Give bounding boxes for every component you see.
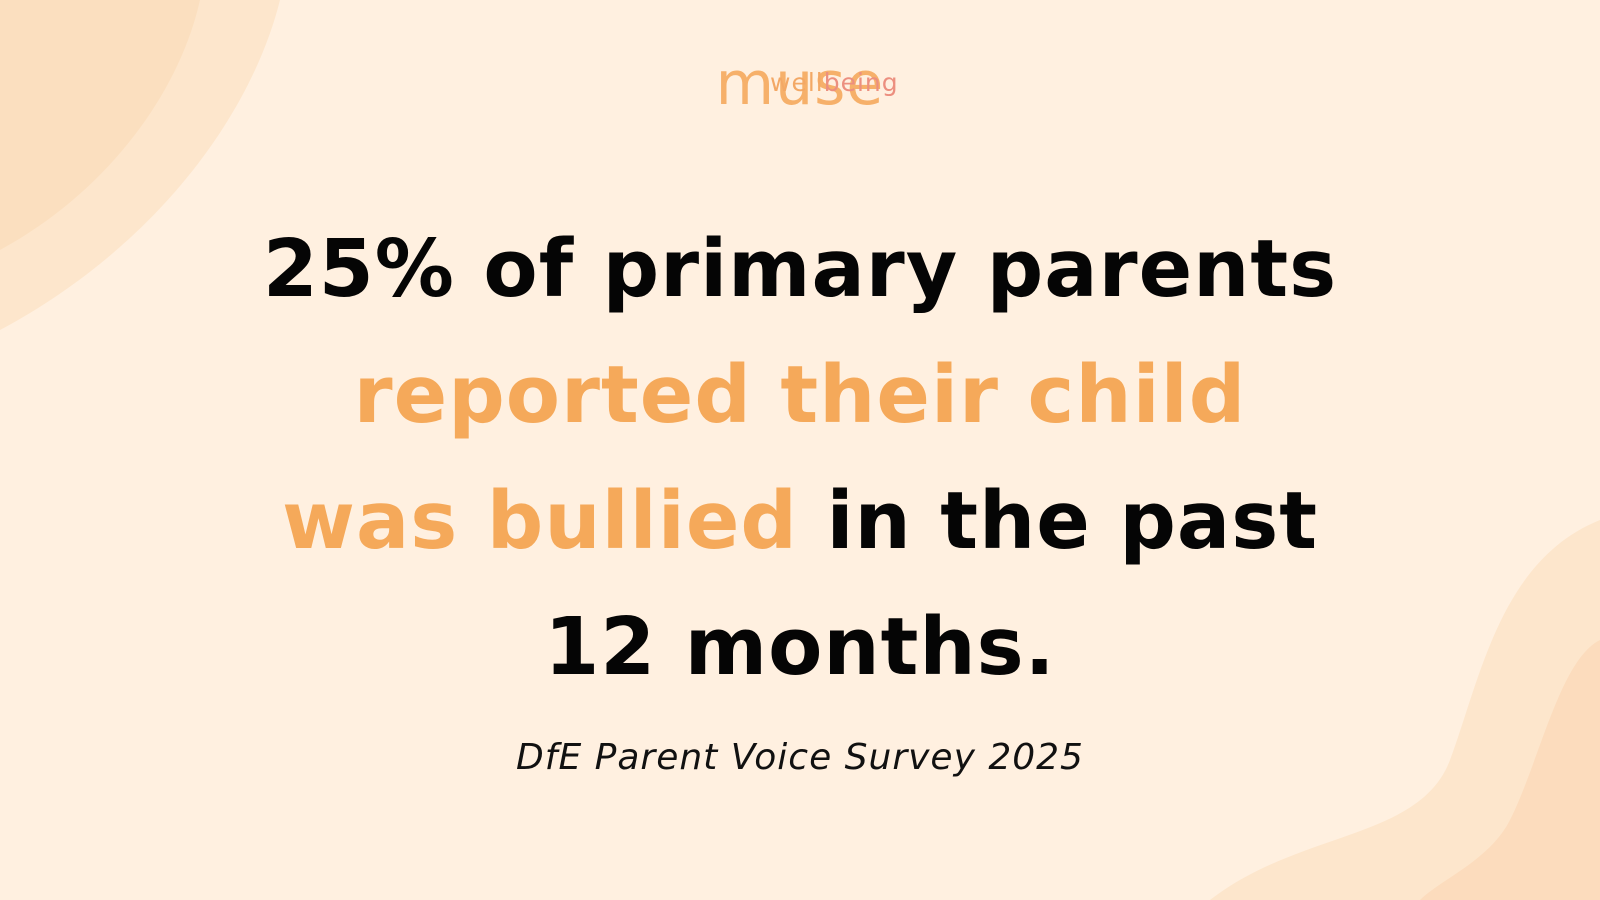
headline-statistic: 25% of primary parents reported their ch… — [0, 206, 1600, 710]
bottom-right-blob-inner — [1420, 640, 1600, 900]
headline-line-3-accent: was bullied — [281, 475, 798, 567]
logo-wordmark: muse — [715, 49, 885, 119]
source-citation: DfE Parent Voice Survey 2025 — [516, 737, 1084, 778]
headline-line-3-rest: in the past — [797, 475, 1319, 567]
logo-subtitle: wellbeing — [770, 68, 899, 98]
headline-line-4: 12 months. — [544, 601, 1056, 693]
brand-logo: muse — [0, 52, 1600, 116]
headline-line-2: reported their child — [353, 349, 1247, 441]
logo-subtitle-being: being — [823, 68, 899, 97]
top-left-blob-inner — [0, 0, 200, 250]
bottom-right-blob-outer — [1210, 520, 1600, 900]
headline-line-1: 25% of primary parents — [262, 223, 1338, 315]
headline-line-3: was bullied in the past — [0, 458, 1600, 584]
logo-subtitle-well: well — [770, 68, 824, 97]
